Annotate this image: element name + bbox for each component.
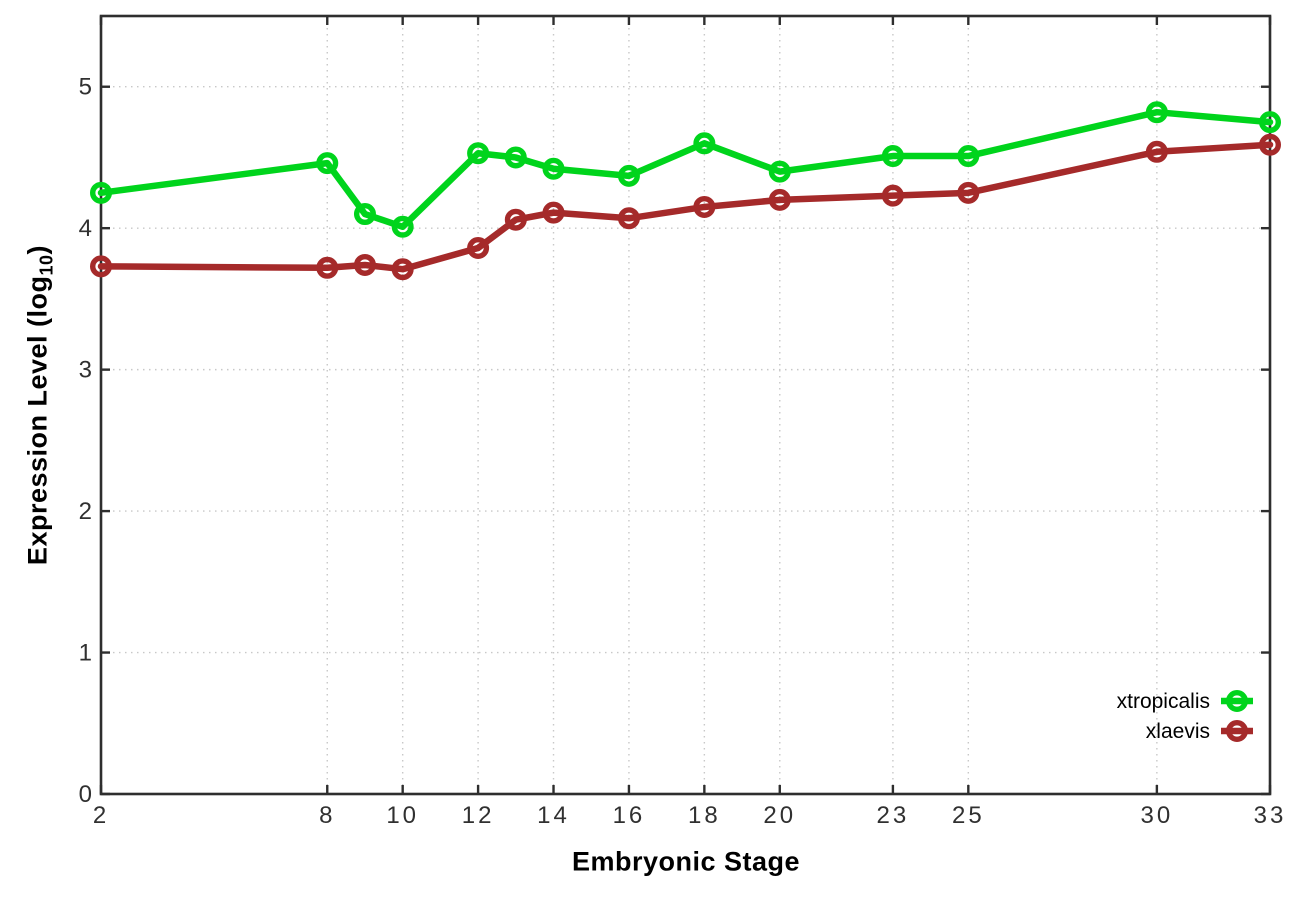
x-tick-label-12: 12: [462, 802, 495, 829]
x-tick-label-23: 23: [877, 802, 910, 829]
data-point-xtropicalis-stage-16: [617, 164, 640, 187]
data-point-xtropicalis-stage-12: [467, 142, 490, 165]
y-tick-label-1: 1: [79, 640, 92, 667]
data-point-xlaevis-stage-9: [353, 253, 376, 276]
data-point-xlaevis-stage-18: [693, 195, 716, 218]
data-point-xlaevis-stage-33: [1258, 133, 1281, 156]
x-tick-label-16: 16: [613, 802, 646, 829]
data-point-xtropicalis-stage-18: [693, 132, 716, 155]
data-point-xlaevis-stage-20: [768, 188, 791, 211]
y-tick-label-4: 4: [79, 215, 92, 242]
legend-sample-marker-xtropicalis: [1225, 690, 1248, 713]
x-tick-label-10: 10: [386, 802, 419, 829]
x-tick-label-25: 25: [952, 802, 985, 829]
x-tick-label-18: 18: [688, 802, 721, 829]
y-tick-label-3: 3: [79, 357, 92, 384]
data-point-xtropicalis-stage-14: [542, 157, 565, 180]
x-tick-label-14: 14: [537, 802, 570, 829]
x-tick-label-30: 30: [1141, 802, 1174, 829]
data-point-xlaevis-stage-14: [542, 201, 565, 224]
data-point-xtropicalis-stage-10: [391, 215, 414, 238]
data-point-xtropicalis-stage-8: [316, 152, 339, 175]
data-point-xlaevis-stage-10: [391, 258, 414, 281]
data-point-xlaevis-stage-16: [617, 207, 640, 230]
data-point-xlaevis-stage-23: [881, 184, 904, 207]
data-point-xlaevis-stage-13: [504, 208, 527, 231]
y-axis-title-subscript: 10: [36, 254, 57, 276]
x-tick-label-33: 33: [1254, 802, 1287, 829]
legend-sample-marker-xlaevis: [1225, 720, 1248, 743]
x-tick-label-2: 2: [93, 802, 109, 829]
x-axis-title: Embryonic Stage: [572, 847, 800, 878]
plot-border: [99, 14, 1272, 796]
data-point-xlaevis-stage-2: [89, 255, 112, 278]
x-tick-label-8: 8: [319, 802, 335, 829]
data-point-xtropicalis-stage-30: [1145, 101, 1168, 124]
data-point-xtropicalis-stage-20: [768, 160, 791, 183]
data-point-xtropicalis-stage-25: [957, 145, 980, 168]
y-axis-title-close: ): [22, 244, 53, 255]
data-point-xtropicalis-stage-13: [504, 146, 527, 169]
y-tick-label-0: 0: [79, 781, 92, 808]
data-point-xtropicalis-stage-2: [89, 181, 112, 204]
y-tick-label-5: 5: [79, 74, 92, 101]
data-point-xlaevis-stage-8: [316, 256, 339, 279]
y-axis-title: Expression Level (log10): [23, 245, 58, 565]
data-point-xtropicalis-stage-33: [1258, 111, 1281, 134]
legend-label-xlaevis: xlaevis: [1146, 720, 1210, 743]
y-tick-label-2: 2: [79, 498, 92, 525]
data-point-xlaevis-stage-25: [957, 181, 980, 204]
data-point-xlaevis-stage-12: [467, 236, 490, 259]
series-line-xlaevis: [97, 141, 1274, 273]
x-axis-title-text: Embryonic Stage: [571, 846, 801, 877]
legend-label-xtropicalis: xtropicalis: [1117, 690, 1210, 713]
x-tick-label-20: 20: [763, 802, 796, 829]
data-point-xtropicalis-stage-23: [881, 145, 904, 168]
data-point-xtropicalis-stage-9: [353, 203, 376, 226]
y-axis-title-main: Expression Level (log: [22, 275, 53, 566]
data-point-xlaevis-stage-30: [1145, 140, 1168, 163]
